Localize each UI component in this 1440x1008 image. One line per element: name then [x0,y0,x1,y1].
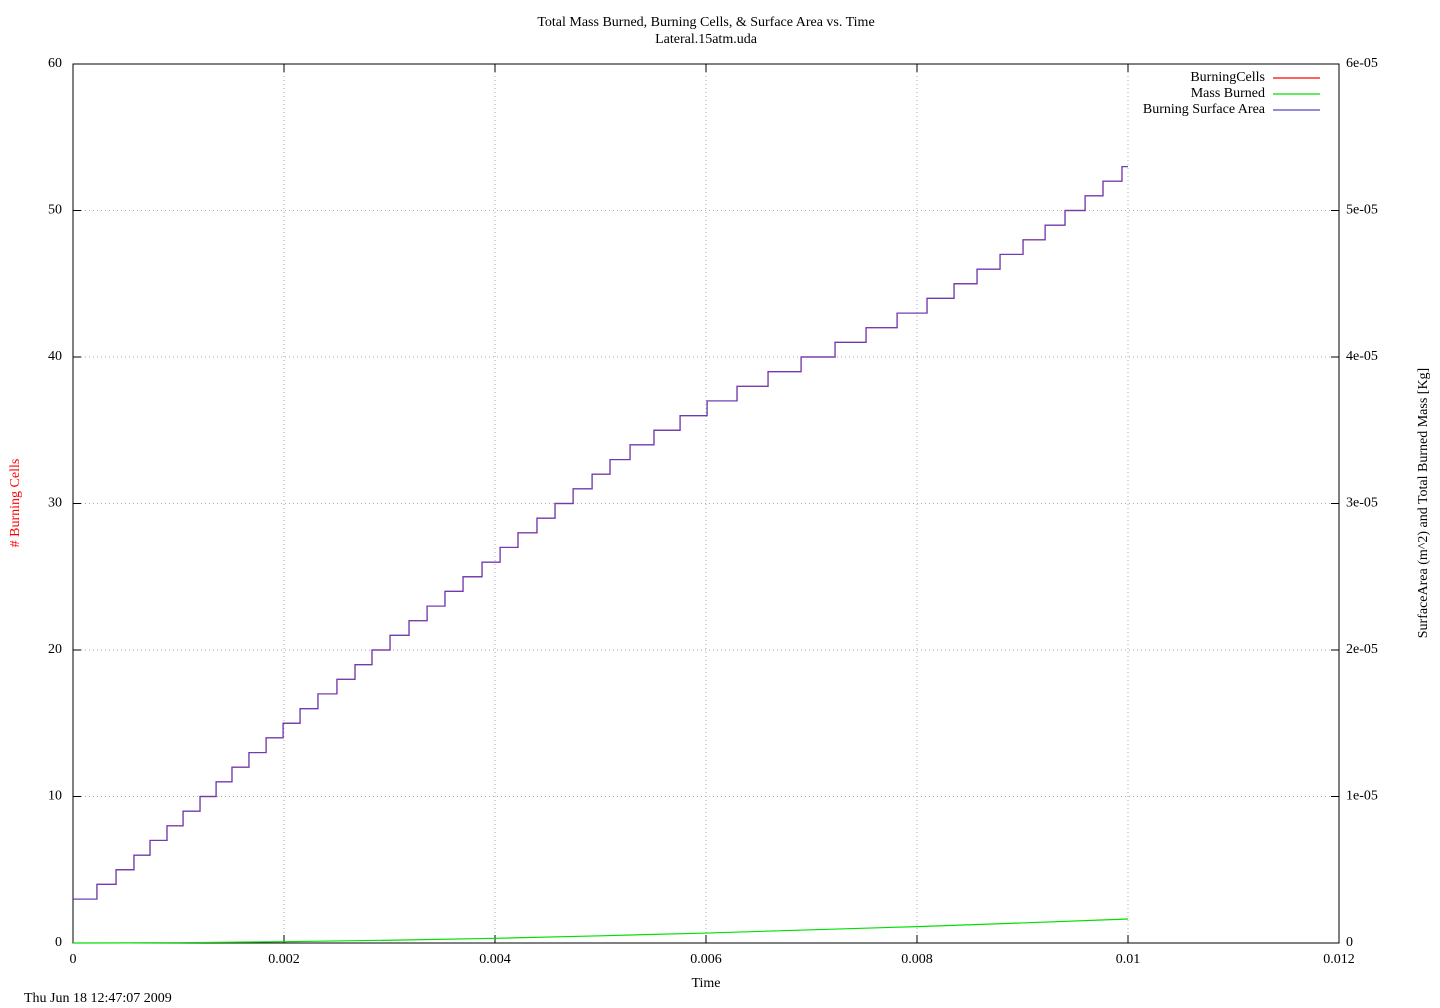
legend-label: BurningCells [1190,70,1265,85]
y2-tick-label: 5e-05 [1346,203,1378,218]
series-line [73,165,1128,900]
y-tick-label: 60 [48,56,62,71]
y-tick-label: 20 [48,642,62,657]
y-tick-label: 0 [55,935,62,950]
y2-tick-label: 1e-05 [1346,789,1378,804]
legend-label: Mass Burned [1191,86,1265,101]
x-tick-label: 0 [70,952,77,967]
y2-tick-label: 4e-05 [1346,349,1378,364]
y-tick-label: 40 [48,349,62,364]
series-line [72,918,1129,944]
y2-tick-label: 3e-05 [1346,496,1378,511]
y2-tick-label: 6e-05 [1346,56,1378,71]
y2-tick-label: 2e-05 [1346,642,1378,657]
x-tick-label: 0.01 [1116,952,1141,967]
x-tick-label: 0.004 [479,952,511,967]
legend-label: Burning Surface Area [1143,102,1266,117]
x-tick-label: 0.006 [690,952,722,967]
series-line [73,165,1128,900]
chart-title: Total Mass Burned, Burning Cells, & Surf… [537,15,874,30]
chart-subtitle: Lateral.15atm.uda [655,32,758,47]
y-tick-label: 10 [48,789,62,804]
x-tick-label: 0.002 [268,952,300,967]
y2-tick-label: 0 [1346,935,1353,950]
x-axis-label: Time [691,976,720,991]
y-axis-label: # Burning Cells [8,459,23,548]
x-tick-label: 0.012 [1323,952,1355,967]
y2-axis-label: SurfaceArea (m^2) and Total Burned Mass … [1416,368,1431,638]
y-tick-label: 30 [48,496,62,511]
footer-date: Thu Jun 18 12:47:07 2009 [24,991,172,1006]
plot-frame [72,63,1340,944]
x-tick-label: 0.008 [901,952,933,967]
y-tick-label: 50 [48,203,62,218]
